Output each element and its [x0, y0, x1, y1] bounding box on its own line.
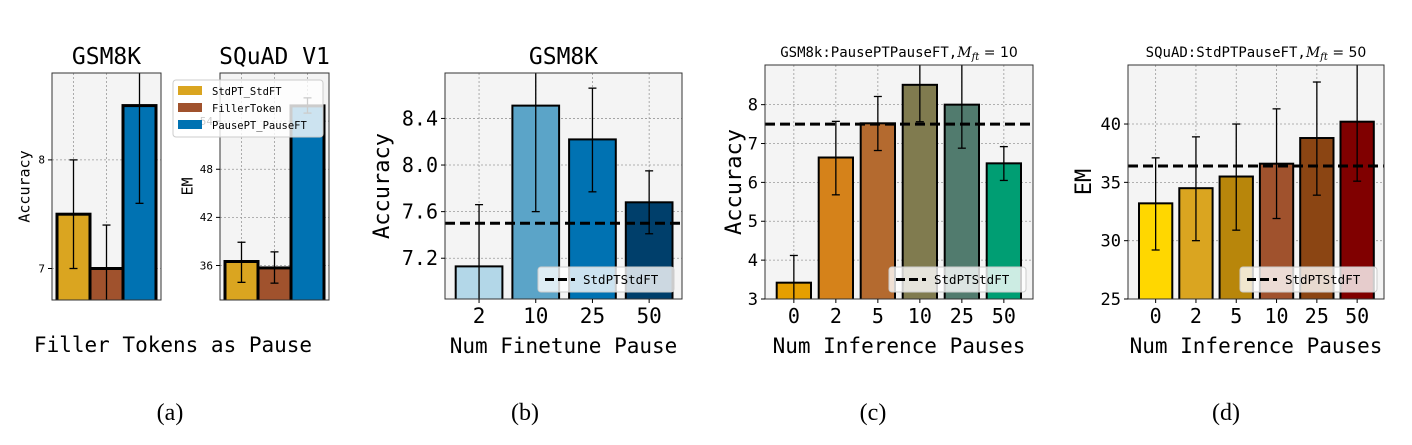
caption-b: (b): [511, 400, 539, 426]
caption-d: (d): [1212, 400, 1240, 426]
x-tick-label: 50: [992, 304, 1016, 328]
y-axis-label: EM: [1072, 169, 1097, 196]
legend-box: [172, 79, 324, 138]
legend-box: [537, 266, 675, 293]
title-var: M: [1305, 45, 1321, 61]
legend-label: FillerToken: [212, 103, 282, 115]
x-tick-label: 0: [788, 304, 800, 328]
chart-title: GSM8k:PausePTPauseFT,Mft = 10: [780, 45, 1018, 63]
legend-label: StdPTStdFT: [934, 272, 1010, 287]
title-rest: = 10: [979, 45, 1017, 61]
x-tick-label: 50: [1345, 304, 1369, 328]
y-tick-label: 8.4: [402, 106, 438, 130]
y-tick-label: 40: [1101, 115, 1121, 135]
y-tick-label: 4: [748, 251, 758, 271]
legend-label: StdPTStdFT: [583, 272, 659, 287]
y-tick-label: 7: [748, 134, 758, 154]
x-tick-label: 5: [1230, 304, 1242, 328]
y-tick-label: 42: [200, 211, 213, 224]
legend-box: [1239, 266, 1378, 293]
title-var: M: [956, 45, 972, 61]
legend-label: StdPT_StdFT: [212, 86, 282, 98]
y-axis-label: EM: [179, 177, 197, 195]
caption-a: (a): [157, 400, 184, 426]
y-tick-label: 7.2: [402, 246, 438, 270]
chart-2: 7.2 7.6 8.0 8.4 2 10 25 50 Accuracy Num Finetune …: [370, 44, 683, 358]
y-tick-label: 30: [1101, 232, 1121, 252]
x-tick-label: 25: [950, 304, 974, 328]
y-tick-label: 7.6: [402, 200, 438, 224]
panel-a-legend: StdPT_StdFT FillerToken PausePT_PauseFT: [172, 79, 324, 138]
title-sub: ft: [971, 52, 981, 63]
y-tick-label: 7: [38, 262, 45, 275]
y-tick-label: 48: [200, 163, 213, 176]
x-tick-label: 0: [1150, 304, 1162, 328]
y-tick-label: 3: [748, 290, 758, 310]
x-axis-label: Num Finetune Pause: [450, 334, 678, 358]
chart-title: SQuAD:StdPTPauseFT,Mft = 50: [1146, 45, 1367, 63]
y-tick-label: 5: [748, 212, 758, 232]
x-tick-label: 10: [908, 304, 932, 328]
x-tick-label: 25: [580, 304, 605, 328]
legend-swatch: [178, 103, 202, 112]
title-rest: = 50: [1328, 45, 1366, 61]
chart-title: GSM8K: [72, 44, 141, 70]
y-tick-label: 36: [200, 259, 213, 272]
legend-swatch: [178, 86, 202, 95]
x-tick-label: 2: [830, 304, 842, 328]
chart-0: 7 8 Accuracy GSM8K: [16, 44, 162, 301]
y-tick-label: 35: [1101, 173, 1121, 193]
x-tick-label: 10: [1265, 304, 1289, 328]
panel-a-xlabel: Filler Tokens as Pause: [34, 333, 312, 357]
title-prefix: GSM8k:PausePTPauseFT,: [780, 45, 957, 61]
axes-frame: [444, 72, 683, 300]
y-axis-label: Accuracy: [16, 150, 34, 222]
axes-frame: [51, 72, 162, 301]
x-axis-label: Num Inference Pauses: [1130, 334, 1383, 358]
x-tick-label: 2: [1190, 304, 1202, 328]
chart-title: GSM8K: [529, 44, 598, 70]
axes-frame: [219, 72, 330, 301]
legend-label: StdPTStdFT: [1285, 272, 1361, 287]
y-axis-label: Accuracy: [722, 129, 747, 235]
y-tick-label: 6: [748, 173, 758, 193]
title-prefix: SQuAD:StdPTPauseFT,: [1146, 45, 1306, 61]
y-tick-label: 8: [38, 154, 45, 167]
caption-c: (c): [860, 400, 887, 426]
x-tick-label: 10: [523, 304, 548, 328]
y-axis-label: Accuracy: [370, 133, 395, 239]
x-tick-label: 5: [872, 304, 884, 328]
chart-title: SQuAD V1: [219, 44, 330, 70]
title-sub: ft: [1319, 52, 1329, 63]
plot-area: [52, 73, 161, 300]
legend-label: PausePT_PauseFT: [212, 120, 308, 132]
x-axis-label: Num Inference Pauses: [773, 334, 1026, 358]
x-tick-label: 25: [1305, 304, 1329, 328]
y-tick-label: 8.0: [402, 153, 438, 177]
legend-swatch: [178, 120, 202, 129]
y-tick-label: 25: [1101, 290, 1121, 310]
x-tick-label: 2: [473, 304, 486, 328]
x-tick-label: 50: [637, 304, 662, 328]
y-tick-label: 8: [748, 96, 758, 116]
legend-box: [888, 266, 1027, 293]
